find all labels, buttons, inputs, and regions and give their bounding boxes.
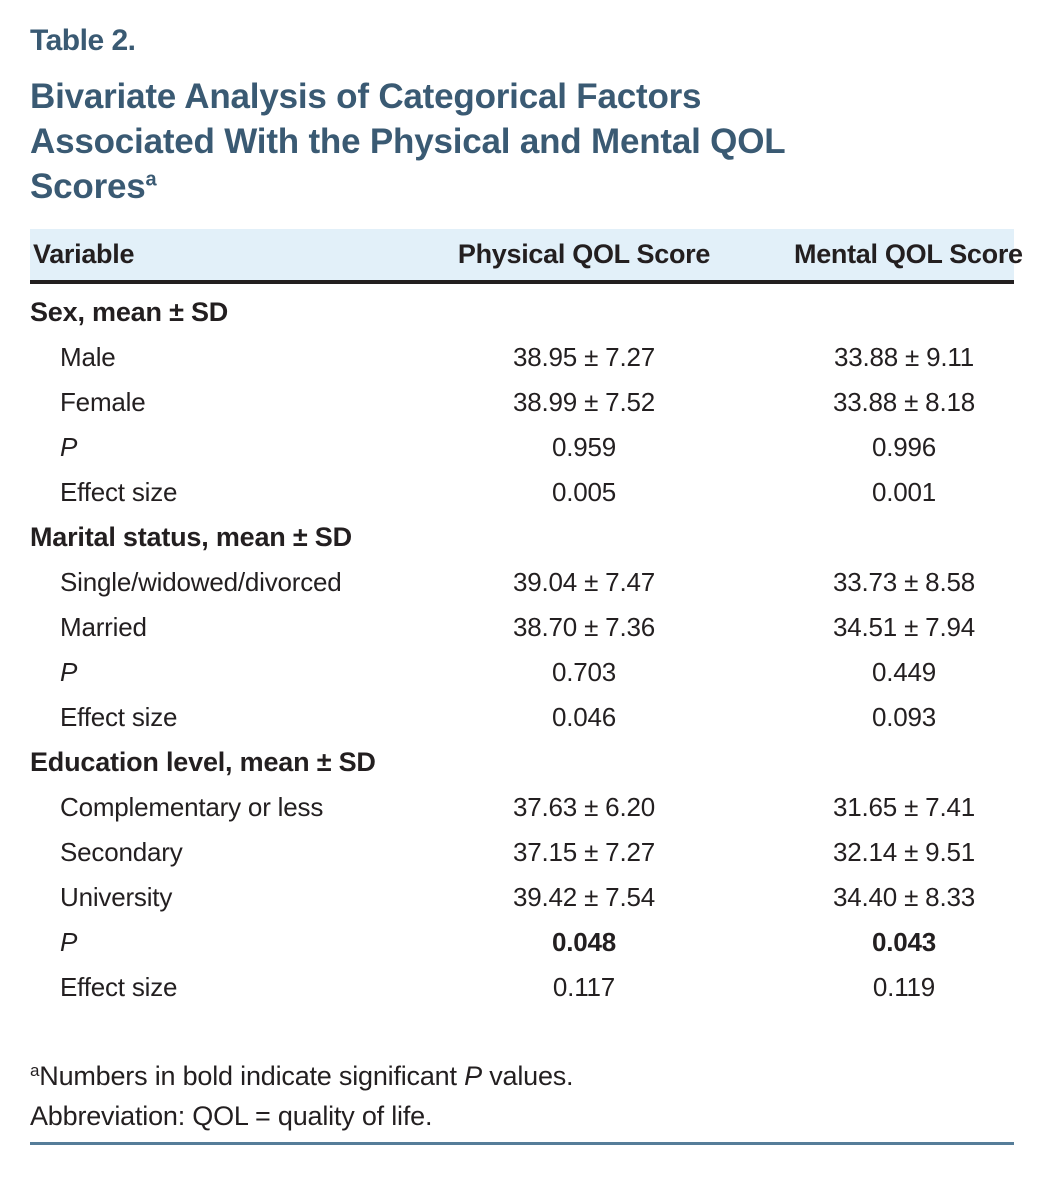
physical-qol-value: 0.048	[551, 927, 617, 957]
footnote-a-marker: a	[30, 1061, 40, 1080]
table-header-row: Variable Physical QOL Score Mental QOL S…	[30, 229, 1023, 284]
table-title: Bivariate Analysis of Categorical Factor…	[30, 74, 1014, 209]
table-title-line2: Associated With the Physical and Mental …	[30, 122, 786, 161]
table-number-label: Table 2.	[30, 24, 136, 57]
mental-qol-value: 0.996	[871, 432, 937, 462]
bivariate-analysis-table: Variable Physical QOL Score Mental QOL S…	[30, 229, 1023, 1010]
mental-qol-value: 33.88 ± 9.11	[833, 342, 975, 372]
physical-qol-value: 0.046	[551, 702, 617, 732]
table-row: Single/widowed/divorced 39.04 ± 7.47 33.73…	[30, 560, 1014, 605]
row-label: University	[60, 882, 173, 912]
section-header-row: Education level, mean ± SD	[30, 740, 1014, 785]
footnote-a: aNumbers in bold indicate significant P …	[30, 1061, 574, 1091]
physical-qol-value: 37.15 ± 7.27	[513, 837, 655, 867]
footnote-p-symbol: P	[464, 1061, 482, 1091]
physical-qol-value: 38.95 ± 7.27	[513, 342, 655, 372]
section-header-label: Education level, mean ± SD	[30, 747, 376, 777]
mental-qol-value: 0.119	[872, 972, 936, 1002]
mental-qol-value: 34.51 ± 7.94	[833, 612, 975, 642]
physical-qol-value: 0.117	[552, 972, 616, 1002]
physical-qol-value: 37.63 ± 6.20	[513, 792, 655, 822]
column-header-physical-qol: Physical QOL Score	[457, 239, 711, 269]
table-body: Sex, mean ± SD Male 38.95 ± 7.27 33.88 ± 9.…	[30, 284, 1014, 1010]
mental-qol-value: 33.73 ± 8.58	[833, 567, 975, 597]
physical-qol-value: 38.70 ± 7.36	[513, 612, 655, 642]
row-label: Effect size	[60, 702, 178, 732]
mental-qol-value: 34.40 ± 8.33	[833, 882, 975, 912]
table-row: Effect size 0.005 0.001	[30, 470, 1014, 515]
table-row: Complementary or less 37.63 ± 6.20 31.65 ±…	[30, 785, 1014, 830]
footnote-abbreviation: Abbreviation: QOL = quality of life.	[30, 1101, 433, 1131]
section-header-label: Marital status, mean ± SD	[30, 522, 352, 552]
row-label: P	[60, 432, 78, 462]
table-row: Effect size 0.117 0.119	[30, 965, 1014, 1010]
mental-qol-value: 0.043	[871, 927, 937, 957]
section-header-row: Sex, mean ± SD	[30, 290, 1014, 335]
row-label: Single/widowed/divorced	[60, 567, 342, 597]
mental-qol-value: 0.449	[871, 657, 937, 687]
row-label: Female	[60, 387, 146, 417]
row-label: P	[60, 657, 78, 687]
physical-qol-value: 0.005	[551, 477, 617, 507]
mental-qol-value: 31.65 ± 7.41	[833, 792, 975, 822]
footnotes: aNumbers in bold indicate significant P …	[30, 1056, 1014, 1136]
column-header-variable: Variable	[33, 239, 135, 269]
section-header-row: Marital status, mean ± SD	[30, 515, 1014, 560]
physical-qol-value: 39.04 ± 7.47	[513, 567, 655, 597]
table-row: P 0.048 0.043	[30, 920, 1014, 965]
table-title-line1: Bivariate Analysis of Categorical Factor…	[30, 77, 702, 116]
mental-qol-value: 32.14 ± 9.51	[833, 837, 975, 867]
table-row: Male 38.95 ± 7.27 33.88 ± 9.11	[30, 335, 1014, 380]
bottom-divider	[30, 1142, 1014, 1145]
row-label: Effect size	[60, 477, 178, 507]
title-footnote-marker: a	[145, 168, 157, 191]
row-label: Secondary	[60, 837, 183, 867]
column-header-mental-qol: Mental QOL Score	[794, 239, 1023, 269]
table-block: Table 2. Bivariate Analysis of Categoric…	[30, 0, 1023, 1145]
table-row: Secondary 37.15 ± 7.27 32.14 ± 9.51	[30, 830, 1014, 875]
row-label: Effect size	[60, 972, 178, 1002]
row-label: Male	[60, 342, 116, 372]
table-row: Married 38.70 ± 7.36 34.51 ± 7.94	[30, 605, 1014, 650]
table-title-line3: Scoresa	[30, 167, 157, 206]
physical-qol-value: 39.42 ± 7.54	[513, 882, 655, 912]
table-row: P 0.703 0.449	[30, 650, 1014, 695]
row-label: Complementary or less	[60, 792, 324, 822]
table-row: Effect size 0.046 0.093	[30, 695, 1014, 740]
section-header-label: Sex, mean ± SD	[30, 297, 229, 327]
physical-qol-value: 0.959	[551, 432, 617, 462]
physical-qol-value: 0.703	[551, 657, 617, 687]
table-row: P 0.959 0.996	[30, 425, 1014, 470]
row-label: P	[60, 927, 78, 957]
mental-qol-value: 0.093	[871, 702, 937, 732]
row-label: Married	[60, 612, 147, 642]
mental-qol-value: 0.001	[871, 477, 937, 507]
physical-qol-value: 38.99 ± 7.52	[513, 387, 655, 417]
table-row: University 39.42 ± 7.54 34.40 ± 8.33	[30, 875, 1014, 920]
table-row: Female 38.99 ± 7.52 33.88 ± 8.18	[30, 380, 1014, 425]
mental-qol-value: 33.88 ± 8.18	[833, 387, 975, 417]
